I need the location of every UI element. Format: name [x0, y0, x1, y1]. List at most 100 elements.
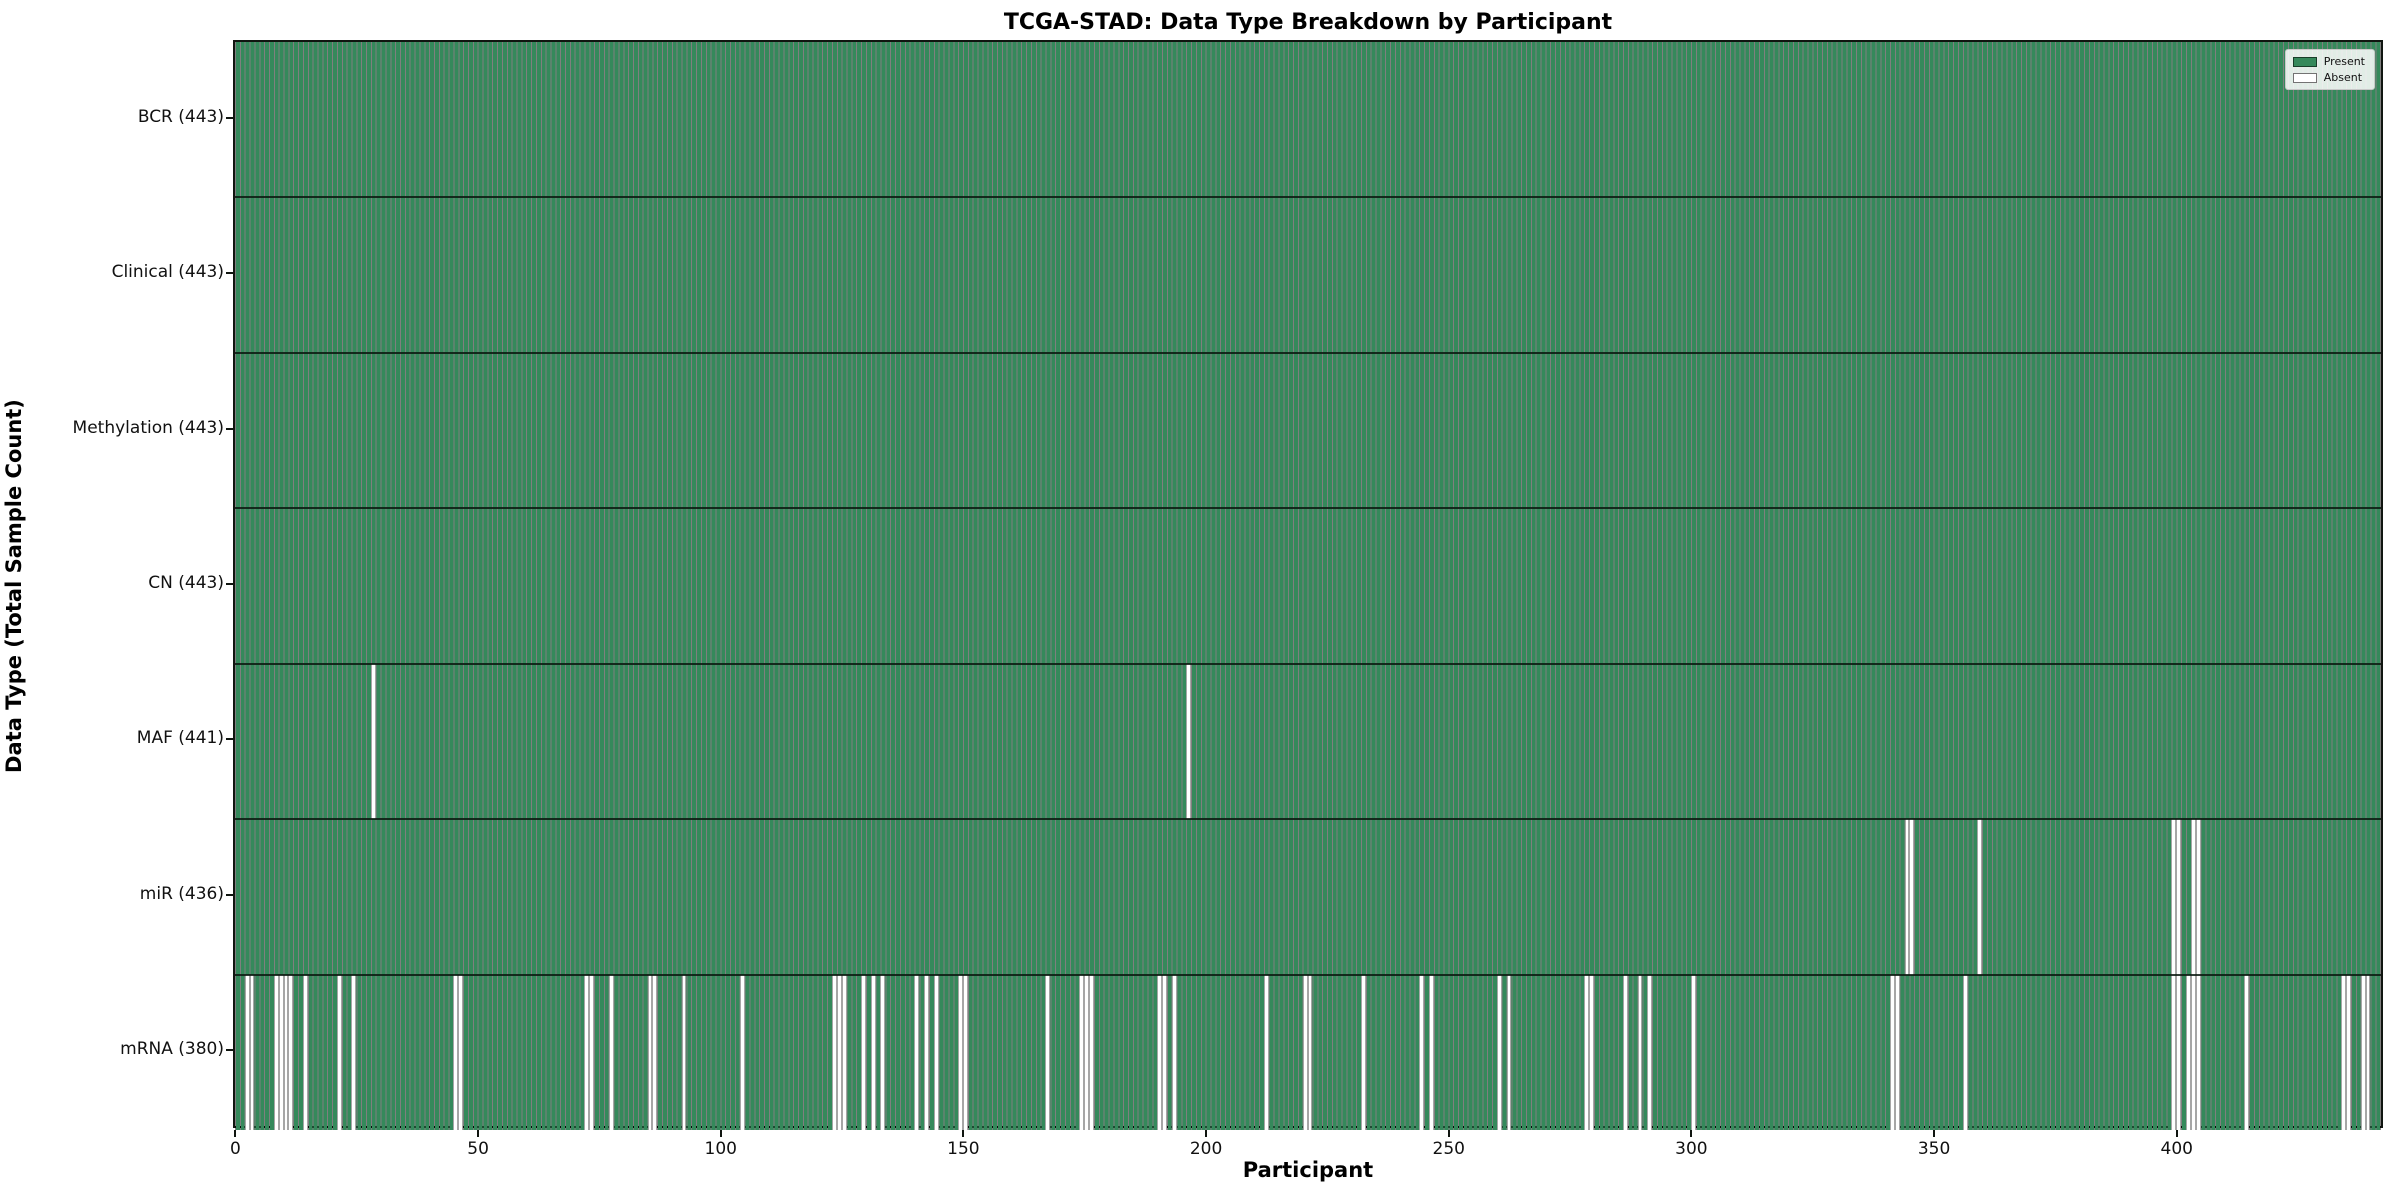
absent-cell [924, 974, 929, 1130]
absent-cell [336, 974, 342, 1130]
chart-title: TCGA-STAD: Data Type Breakdown by Partic… [1003, 10, 1613, 35]
x-tick-mark [234, 1130, 237, 1137]
absent-cell [2190, 819, 2196, 975]
legend-label-present: Present [2323, 55, 2365, 68]
absent-cell [2365, 974, 2371, 1130]
y-tick-label-bcr: BCR (443) [137, 106, 224, 127]
legend-item-absent: Absent [2292, 71, 2365, 84]
absent-cell [1637, 974, 1643, 1130]
absent-cell [958, 974, 963, 1130]
x-tick-mark [1205, 1130, 1208, 1137]
absent-cell [2195, 974, 2201, 1130]
x-tick-label-350: 350 [1917, 1139, 1951, 1159]
absent-cell [1909, 819, 1915, 975]
absent-cell [351, 974, 357, 1130]
absent-cell [370, 663, 376, 820]
absent-cell [249, 974, 255, 1130]
y-tick-label-clinical: Clinical (443) [111, 262, 224, 283]
absent-cell [1889, 974, 1895, 1130]
row-separator [235, 196, 2381, 199]
legend-item-present: Present [2292, 55, 2365, 68]
heatmap-row-mrna [235, 974, 2381, 1130]
absent-cell [681, 974, 687, 1130]
absent-cell [2186, 974, 2191, 1130]
present-swatch-icon [2292, 56, 2317, 67]
heatmap-row-clinical [235, 197, 2381, 353]
heatmap-row-bcr [235, 42, 2381, 198]
absent-cell [1428, 974, 1434, 1130]
absent-cell [1419, 974, 1425, 1130]
x-tick-mark [1933, 1130, 1936, 1137]
absent-cell [841, 974, 847, 1130]
absent-cell [2171, 974, 2177, 1130]
absent-cell [1089, 974, 1095, 1130]
absent-cell [962, 974, 968, 1130]
x-tick-mark [2175, 1130, 2178, 1137]
row-separator [235, 818, 2381, 821]
absent-cell [589, 974, 595, 1130]
absent-cell [739, 974, 745, 1130]
y-tick-label-mrna: mRNA (380) [120, 1039, 224, 1060]
absent-cell [652, 974, 658, 1130]
absent-cell [302, 974, 308, 1130]
absent-cell [2176, 819, 2182, 975]
plot-area: Present Absent [233, 40, 2383, 1130]
absent-cell [244, 974, 250, 1130]
y-tick-mark [226, 738, 233, 741]
absent-cell [1302, 974, 1308, 1130]
absent-cell [1904, 819, 1910, 975]
x-tick-label-400: 400 [2160, 1139, 2193, 1159]
absent-cell [1690, 974, 1696, 1130]
heatmap-row-maf [235, 663, 2381, 820]
legend-label-absent: Absent [2323, 71, 2363, 84]
absent-cell [1157, 974, 1162, 1130]
x-tick-label-50: 50 [467, 1139, 489, 1159]
absent-cell [1647, 974, 1653, 1130]
absent-cell [1584, 974, 1590, 1130]
absent-cell [584, 974, 590, 1130]
x-tick-label-200: 200 [1189, 1139, 1223, 1159]
x-tick-label-250: 250 [1432, 1139, 1465, 1159]
absent-cell [1045, 974, 1051, 1130]
absent-cell [914, 974, 920, 1130]
absent-cell [880, 974, 886, 1130]
absent-cell [1186, 663, 1192, 820]
absent-cell [1589, 974, 1594, 1130]
x-tick-mark [477, 1130, 480, 1137]
absent-cell [870, 974, 876, 1130]
x-tick-mark [1690, 1130, 1693, 1137]
absent-cell [273, 974, 279, 1130]
absent-cell [1360, 974, 1366, 1130]
absent-cell [2171, 819, 2177, 975]
absent-cell [1506, 974, 1512, 1130]
y-tick-mark [226, 272, 233, 275]
absent-cell [608, 974, 614, 1130]
absent-cell [1084, 974, 1090, 1130]
heatmap-row-cn [235, 508, 2381, 664]
absent-cell [1171, 974, 1177, 1130]
absent-cell [1307, 974, 1313, 1130]
y-tick-label-methylation: Methylation (443) [72, 417, 224, 438]
absent-cell [2190, 974, 2196, 1130]
y-tick-mark [226, 427, 233, 430]
absent-cell [1161, 974, 1167, 1130]
x-tick-mark [962, 1130, 965, 1137]
absent-cell [453, 974, 459, 1130]
absent-cell [458, 974, 464, 1130]
absent-cell [933, 974, 939, 1130]
x-tick-label-300: 300 [1675, 1139, 1708, 1159]
absent-cell [2341, 974, 2347, 1130]
y-tick-mark [226, 116, 233, 119]
absent-cell [288, 974, 294, 1130]
absent-swatch-icon [2292, 72, 2317, 83]
row-separator [235, 507, 2381, 510]
legend: Present Absent [2284, 49, 2375, 90]
absent-cell [836, 974, 842, 1130]
absent-cell [1894, 974, 1900, 1130]
x-tick-label-0: 0 [230, 1139, 241, 1159]
y-tick-mark [226, 893, 233, 896]
x-axis-label: Participant [1242, 1158, 1374, 1182]
absent-cell [831, 974, 837, 1130]
absent-cell [1977, 819, 1983, 975]
